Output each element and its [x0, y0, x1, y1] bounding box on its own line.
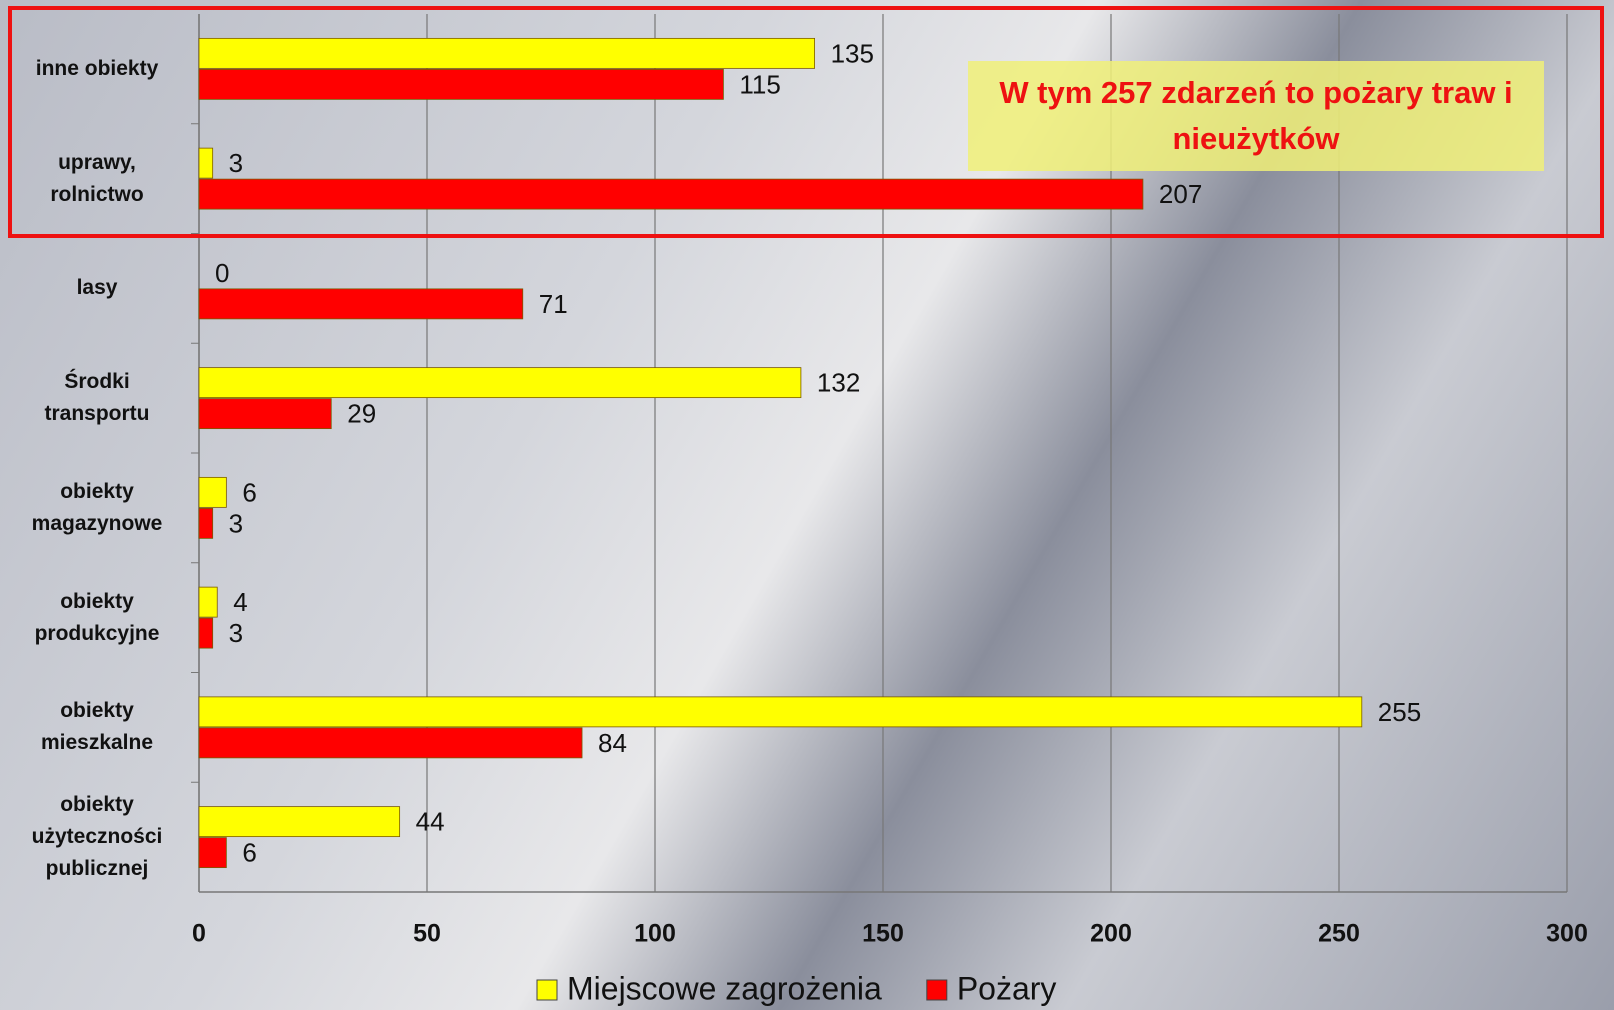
bar [198, 837, 227, 869]
bar [198, 476, 227, 508]
y-tick-label: Środki transportu [44, 370, 150, 426]
y-tick-label: inne obiekty [35, 56, 159, 80]
legend-swatch [926, 979, 948, 1001]
y-tick-label: obiekty produkcyjne [34, 589, 160, 645]
x-tick-label: 300 [1546, 920, 1588, 948]
data-label: 135 [831, 38, 874, 68]
data-label: 3 [229, 618, 243, 648]
x-tick-label: 250 [1318, 920, 1360, 948]
bar [198, 507, 214, 539]
data-label: 0 [215, 258, 229, 288]
x-tick-label: 100 [634, 920, 676, 948]
data-label: 255 [1378, 697, 1421, 727]
y-tick-label: uprawy, rolnictwo [50, 150, 144, 206]
highlight-box [8, 6, 1604, 238]
bar [198, 398, 332, 430]
data-label: 3 [229, 148, 243, 178]
data-label: 6 [242, 838, 256, 868]
bar [198, 696, 1363, 728]
x-tick-label: 50 [413, 920, 441, 948]
bar [198, 586, 218, 618]
y-tick-label: obiekty magazynowe [31, 479, 163, 535]
bar [198, 288, 524, 320]
bar [198, 147, 214, 179]
annotation: W tym 257 zdarzeń to pożary traw i nieuż… [968, 61, 1544, 171]
legend-label: Miejscowe zagrożenia [567, 970, 882, 1006]
data-label: 207 [1159, 179, 1202, 209]
y-tick-label: lasy [76, 276, 118, 300]
data-label: 6 [242, 477, 256, 507]
legend-label: Pożary [957, 970, 1057, 1006]
bar [198, 806, 401, 838]
data-label: 115 [739, 69, 780, 99]
legend-swatch [536, 979, 558, 1001]
data-label: 4 [233, 587, 247, 617]
data-label: 29 [347, 399, 376, 429]
bar [198, 727, 583, 759]
bar [198, 68, 724, 100]
bar [198, 178, 1144, 210]
y-tick-label: obiekty użyteczności publicznej [31, 793, 163, 881]
y-tick-label: obiekty mieszkalne [40, 699, 154, 755]
data-label: 44 [416, 807, 445, 837]
data-label: 3 [229, 508, 243, 538]
bar [198, 37, 815, 69]
x-tick-label: 0 [192, 920, 206, 948]
data-label: 84 [598, 728, 627, 758]
bar [198, 367, 802, 399]
x-tick-label: 150 [862, 920, 904, 948]
x-tick-label: 200 [1090, 920, 1132, 948]
data-label: 71 [539, 289, 568, 319]
data-label: 132 [817, 368, 860, 398]
bar [198, 617, 214, 649]
